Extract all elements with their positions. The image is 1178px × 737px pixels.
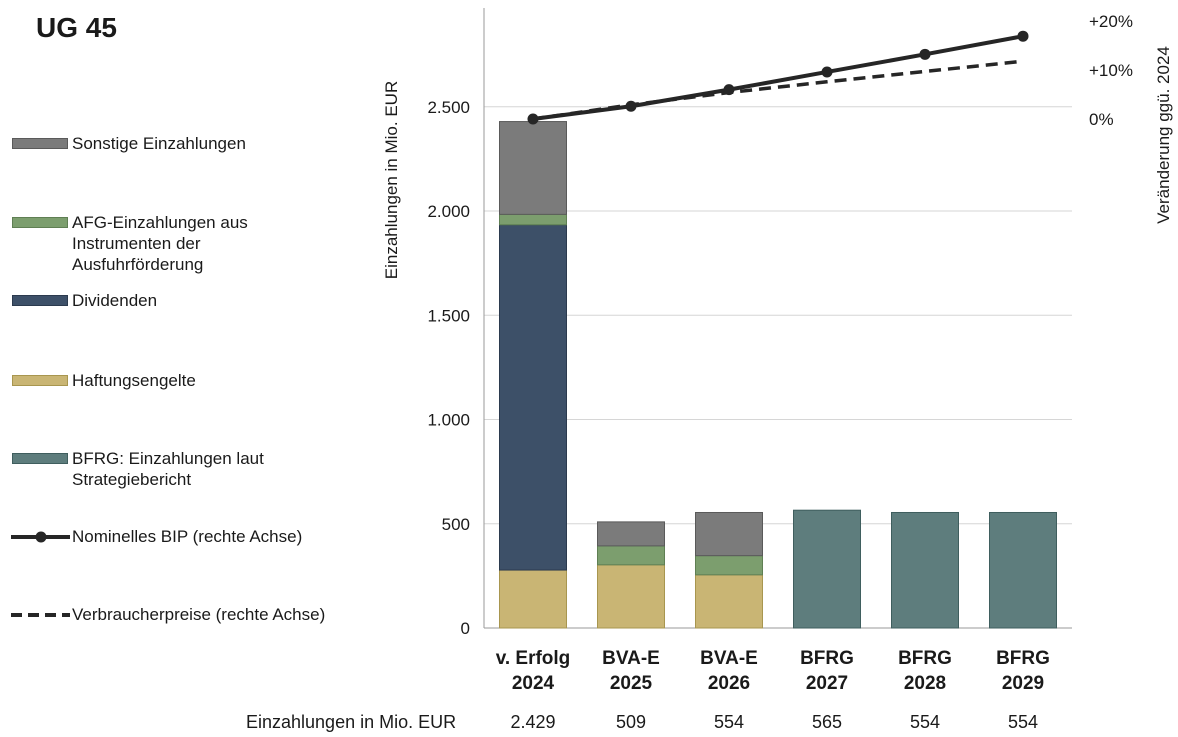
bar-0-series-3 — [499, 121, 567, 215]
y-tick-label-4: 2.000 — [427, 202, 470, 221]
x-tick-label-4-line1: BFRG — [898, 648, 952, 669]
legend-label-0: Sonstige Einzahlungen — [72, 134, 246, 153]
line-point-0-5 — [1017, 30, 1029, 42]
x-tick-label-0-line2: 2024 — [512, 673, 555, 694]
legend-label-1: AFG-Einzahlungen aus Instrumenten der Au… — [72, 213, 248, 274]
bar-5-series-4 — [989, 511, 1057, 629]
bar-2-series-0 — [695, 574, 763, 629]
legend-swatch-2 — [12, 295, 68, 306]
line-point-0-4 — [919, 48, 931, 60]
bar-1-series-0 — [597, 564, 665, 629]
bar-1-series-2 — [597, 545, 665, 566]
y-tick-label-3: 1.500 — [427, 306, 470, 325]
legend-swatch-4 — [12, 453, 68, 464]
y-tick-label-1: 500 — [442, 515, 470, 534]
table-value-3: 565 — [811, 712, 843, 732]
bar-4-series-4 — [891, 511, 959, 629]
legend-swatch-0 — [12, 138, 68, 149]
x-tick-label-0-line1: v. Erfolg — [496, 648, 571, 669]
bar-3-series-4 — [793, 509, 861, 629]
y-tick-label-0: 0 — [461, 619, 470, 638]
legend-label-5: Nominelles BIP (rechte Achse) — [72, 527, 303, 546]
legend-swatch-1 — [12, 217, 68, 228]
y2-axis-label: Veränderung ggü. 2024 — [1154, 46, 1173, 224]
table-value-5: 554 — [1007, 712, 1039, 732]
legend-swatch-5 — [11, 531, 70, 543]
x-tick-label-1-line2: 2025 — [610, 673, 653, 694]
bar-0-series-2 — [499, 213, 567, 226]
legend-label-6: Verbraucherpreise (rechte Achse) — [72, 605, 326, 624]
x-tick-label-3-line1: BFRG — [800, 648, 854, 669]
table-value-4: 554 — [909, 712, 941, 732]
y-axis-label: Einzahlungen in Mio. EUR — [382, 81, 401, 279]
bar-0-series-0 — [499, 569, 567, 629]
bar-1-series-3 — [597, 521, 665, 547]
bar-0-series-1 — [499, 224, 567, 571]
y-tick-label-5: 2.500 — [427, 98, 470, 117]
x-tick-label-2-line1: BVA-E — [700, 648, 758, 669]
series-line-1 — [532, 59, 1024, 121]
y-tick-label-2: 1.000 — [427, 411, 470, 430]
x-tick-label-1-line1: BVA-E — [602, 648, 660, 669]
chart-title: UG 45 — [36, 12, 117, 43]
table-value-1: 509 — [615, 712, 647, 732]
x-tick-label-5-line2: 2029 — [1002, 673, 1044, 694]
y2-tick-label-1: +10% — [1089, 61, 1133, 80]
bar-2-series-2 — [695, 555, 763, 576]
bar-2-series-3 — [695, 511, 763, 557]
x-tick-label-3-line2: 2027 — [806, 673, 848, 694]
x-tick-label-5-line1: BFRG — [996, 648, 1050, 669]
table-value-0: 2.429 — [510, 712, 556, 732]
x-tick-label-2-line2: 2026 — [708, 673, 750, 694]
line-point-0-3 — [821, 66, 833, 78]
y2-tick-label-0: 0% — [1089, 110, 1114, 129]
legend-label-3: Haftungsengelte — [72, 371, 196, 390]
legend-swatch-6 — [11, 613, 70, 617]
table-value-2: 554 — [713, 712, 745, 732]
legend-swatch-3 — [12, 375, 68, 386]
legend-label-2: Dividenden — [72, 291, 158, 310]
y2-tick-label-2: +20% — [1089, 12, 1133, 31]
table-row-label: Einzahlungen in Mio. EUR — [246, 712, 457, 732]
legend-label-4: BFRG: Einzahlungen laut Strategiebericht — [72, 449, 264, 489]
x-tick-label-4-line2: 2028 — [904, 673, 946, 694]
